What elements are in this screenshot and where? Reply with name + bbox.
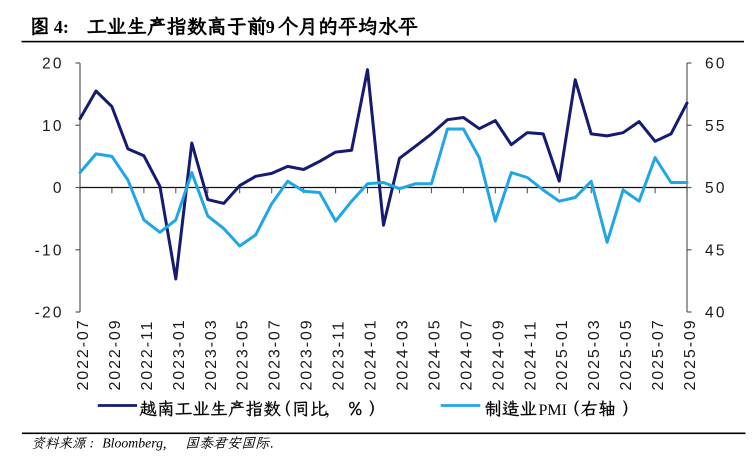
- svg-text:2025-03: 2025-03: [586, 318, 603, 390]
- svg-text:60: 60: [705, 56, 727, 73]
- svg-text:2024-01: 2024-01: [363, 318, 380, 390]
- svg-text:2022-07: 2022-07: [75, 318, 92, 390]
- svg-text:50: 50: [705, 180, 727, 197]
- svg-text:9: 9: [266, 17, 275, 37]
- svg-text:2023-01: 2023-01: [171, 318, 188, 390]
- svg-text:0: 0: [53, 180, 64, 197]
- svg-text:2024-09: 2024-09: [490, 318, 507, 390]
- svg-text:2022-11: 2022-11: [139, 320, 156, 391]
- svg-text:2025-05: 2025-05: [618, 318, 635, 390]
- svg-text:40: 40: [705, 305, 727, 322]
- svg-text:2024-05: 2024-05: [426, 318, 443, 390]
- svg-text:2023-11: 2023-11: [331, 320, 348, 391]
- svg-text:2025-01: 2025-01: [554, 318, 571, 390]
- svg-text:2024-03: 2024-03: [395, 318, 412, 390]
- svg-text:2025-09: 2025-09: [682, 318, 699, 390]
- svg-text:2022-09: 2022-09: [107, 318, 124, 390]
- svg-text:2025-07: 2025-07: [650, 318, 667, 390]
- svg-text:2024-11: 2024-11: [522, 320, 539, 391]
- svg-text::: :: [90, 437, 95, 452]
- svg-text:2023-09: 2023-09: [299, 318, 316, 390]
- svg-text:-10: -10: [35, 242, 64, 259]
- svg-text:-20: -20: [35, 305, 64, 322]
- svg-text:45: 45: [705, 242, 727, 259]
- svg-text:2023-03: 2023-03: [203, 318, 220, 390]
- svg-text:20: 20: [42, 56, 64, 73]
- svg-text:4:: 4:: [54, 17, 69, 37]
- svg-text:55: 55: [705, 118, 727, 135]
- svg-text:2023-05: 2023-05: [235, 318, 252, 390]
- svg-text:10: 10: [42, 118, 64, 135]
- svg-text:Bloomberg: Bloomberg: [102, 436, 163, 451]
- svg-text:,: ,: [325, 399, 330, 419]
- svg-text:2023-07: 2023-07: [267, 318, 284, 390]
- svg-text:,: ,: [163, 436, 167, 452]
- svg-text:2024-07: 2024-07: [458, 318, 475, 390]
- svg-text:PMI: PMI: [539, 402, 567, 419]
